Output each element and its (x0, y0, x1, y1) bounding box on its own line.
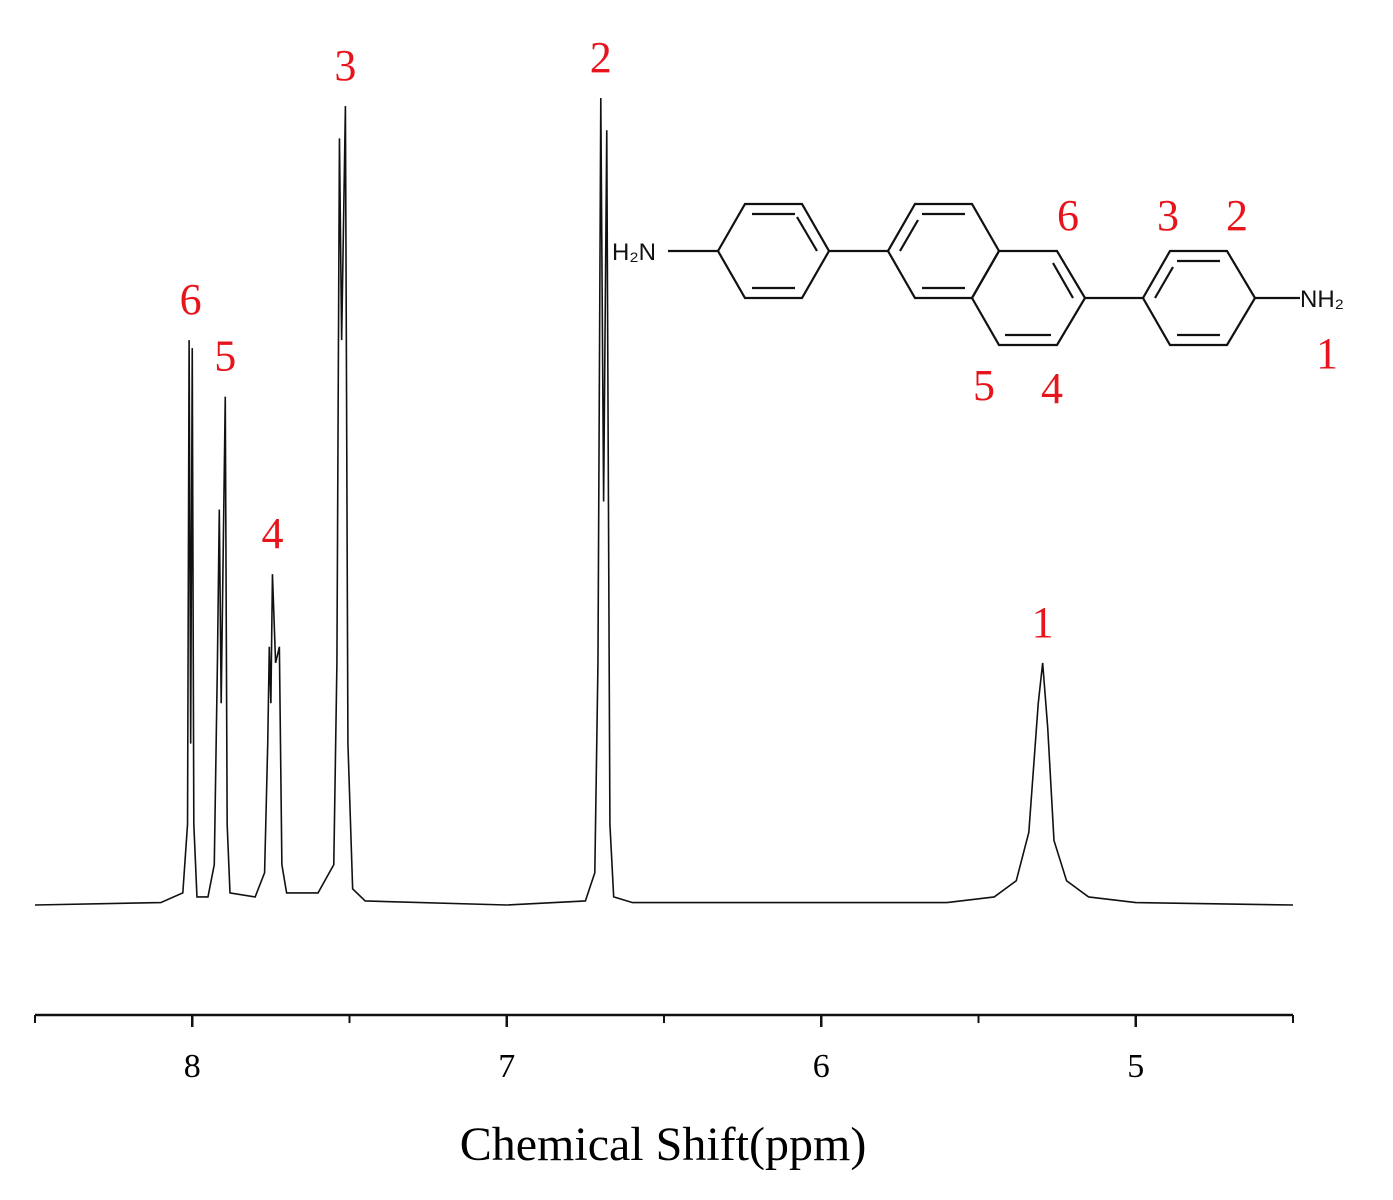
position-label: 6 (1057, 191, 1079, 240)
position-label: 2 (1226, 191, 1248, 240)
position-label: 1 (1316, 329, 1338, 378)
peak-label: 5 (214, 332, 236, 381)
x-tick-label: 6 (813, 1048, 830, 1085)
peak-label: 4 (261, 509, 283, 558)
position-label: 4 (1041, 364, 1063, 413)
x-tick-label: 5 (1127, 1048, 1144, 1085)
peak-label: 1 (1032, 598, 1054, 647)
position-label: 3 (1157, 191, 1179, 240)
amine-label: NH₂ (1300, 286, 1344, 313)
amine-label: H₂N (612, 239, 656, 266)
molecule: H₂N NH₂ 6 3 2 5 4 1 (612, 191, 1344, 413)
peak-label: 2 (590, 33, 612, 82)
x-axis-title: Chemical Shift(ppm) (460, 1118, 867, 1171)
x-tick-label: 7 (498, 1048, 515, 1085)
molecule-bonds (668, 202, 1300, 347)
position-label: 5 (973, 361, 995, 410)
peak-label: 6 (180, 275, 202, 324)
x-tick-label: 8 (184, 1048, 201, 1085)
spectrum-line (34, 97, 1294, 906)
peak-label: 3 (334, 41, 356, 90)
